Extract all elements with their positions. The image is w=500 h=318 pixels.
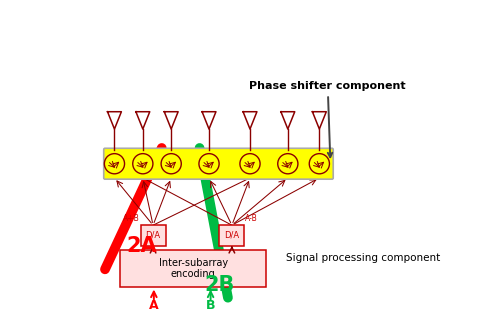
Text: Inter-subarray
encoding: Inter-subarray encoding bbox=[158, 258, 228, 279]
Text: 2A: 2A bbox=[126, 236, 156, 256]
Text: A+B: A+B bbox=[123, 214, 140, 223]
FancyBboxPatch shape bbox=[104, 148, 333, 179]
FancyBboxPatch shape bbox=[120, 250, 266, 287]
Text: Signal processing component: Signal processing component bbox=[286, 253, 440, 263]
Text: 2B: 2B bbox=[205, 275, 235, 295]
Text: D/A: D/A bbox=[146, 231, 160, 240]
Text: B: B bbox=[206, 299, 216, 312]
Text: A: A bbox=[149, 299, 158, 312]
Text: D/A: D/A bbox=[224, 231, 240, 240]
FancyBboxPatch shape bbox=[220, 225, 244, 246]
Text: Phase shifter component: Phase shifter component bbox=[250, 81, 406, 157]
Text: A-B: A-B bbox=[246, 214, 258, 223]
FancyBboxPatch shape bbox=[140, 225, 166, 246]
